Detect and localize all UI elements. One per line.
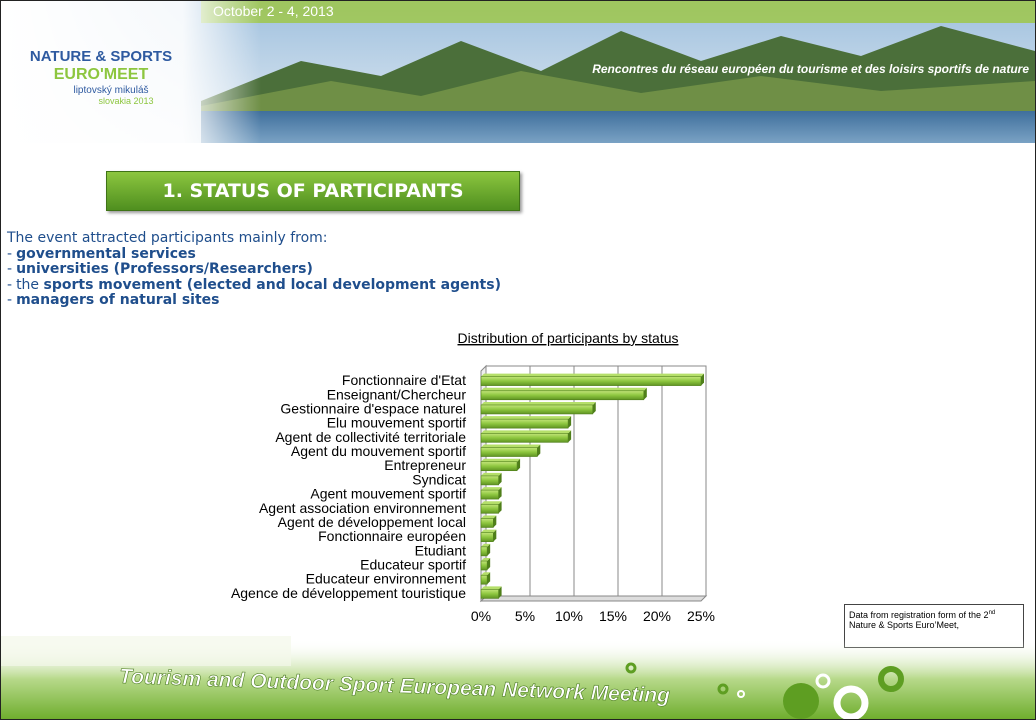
- bar: [481, 518, 493, 527]
- plot-back: [486, 366, 706, 596]
- bar: [481, 419, 568, 428]
- bullet-lead: the: [16, 277, 39, 293]
- footer: Tourism and Outdoor Sport European Netwo…: [1, 621, 1035, 719]
- bullet-marker: -: [7, 292, 12, 308]
- bar-top: [481, 473, 502, 476]
- bullet: -governmental services: [7, 247, 501, 263]
- logo-text: liptovský mikuláš: [73, 85, 148, 96]
- bullet-text: governmental services: [16, 246, 196, 262]
- note-text: Data from registration form of the 2: [849, 610, 989, 620]
- bar-top: [481, 501, 502, 504]
- bullet-text: sports movement (elected and local devel…: [44, 277, 501, 293]
- bar-top: [481, 388, 647, 391]
- slide: October 2 - 4, 2013 NATURE & SPORTS EURO…: [0, 0, 1036, 720]
- bullet-text: universities (Professors/Researchers): [16, 261, 313, 277]
- bar: [481, 533, 493, 542]
- bar-top: [481, 402, 596, 405]
- lake: [201, 111, 1035, 143]
- chart: Distribution of participants by status 0…: [1, 326, 761, 636]
- section-title: 1. STATUS OF PARTICIPANTS: [106, 171, 520, 211]
- bar: [481, 476, 499, 485]
- bar: [481, 405, 593, 414]
- bullet: -managers of natural sites: [7, 293, 501, 309]
- bullet-marker: -: [7, 277, 12, 293]
- bullet: -the sports movement (elected and local …: [7, 278, 501, 294]
- date: October 2 - 4, 2013: [213, 3, 334, 19]
- footer-patch: [1, 636, 291, 666]
- logo-text: slovakia 2013: [98, 96, 153, 106]
- chart-title: Distribution of participants by status: [458, 330, 679, 346]
- bar-top: [481, 459, 520, 462]
- bullet-text: managers of natural sites: [16, 292, 219, 308]
- bar: [481, 547, 487, 556]
- note-sup: nd: [989, 610, 996, 616]
- bullet-marker: -: [7, 261, 12, 277]
- logo-text: EURO'MEET: [54, 66, 149, 83]
- bar-top: [481, 586, 502, 589]
- bar-top: [481, 445, 540, 448]
- bar: [481, 575, 487, 584]
- bar: [481, 589, 499, 598]
- bar-top: [481, 374, 704, 377]
- bar: [481, 377, 701, 386]
- bar: [481, 561, 487, 570]
- bar-top: [481, 430, 571, 433]
- intro-text: The event attracted participants mainly …: [7, 231, 501, 247]
- bullet: -universities (Professors/Researchers): [7, 262, 501, 278]
- bar-top: [481, 416, 571, 419]
- intro: The event attracted participants mainly …: [7, 231, 501, 309]
- bullet-marker: -: [7, 246, 12, 262]
- plot-floor: [481, 596, 706, 601]
- bar: [481, 448, 537, 457]
- logo-text: NATURE & SPORTS: [30, 48, 172, 65]
- banner: October 2 - 4, 2013 NATURE & SPORTS EURO…: [1, 1, 1035, 143]
- tagline: Rencontres du réseau européen du tourism…: [592, 62, 1029, 76]
- bar: [481, 490, 499, 499]
- bar: [481, 504, 499, 513]
- bar: [481, 391, 644, 400]
- bar: [481, 462, 517, 471]
- y-tick-label: Agence de développement touristique: [231, 585, 466, 601]
- bar-top: [481, 487, 502, 490]
- bar: [481, 433, 568, 442]
- deco-circle: [783, 683, 819, 719]
